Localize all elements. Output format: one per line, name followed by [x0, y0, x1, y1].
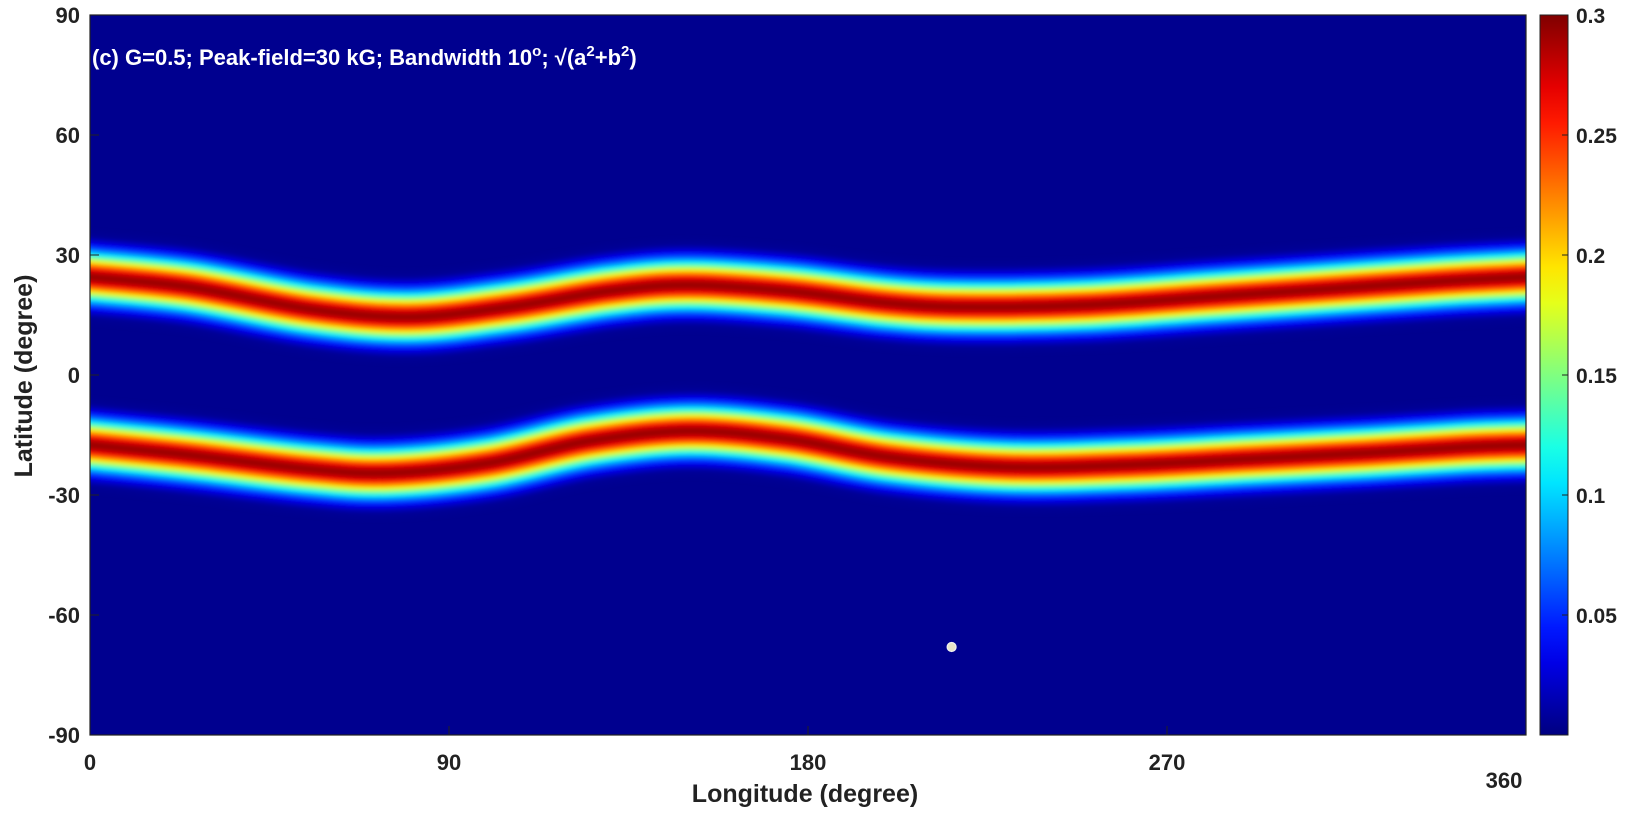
y-axis-label: Latitude (degree) [10, 275, 38, 478]
colorbar-tick-label: 0.15 [1576, 365, 1617, 388]
y-tick-label: -30 [48, 483, 80, 508]
colorbar-tick-label: 0.1 [1576, 485, 1606, 508]
x-axis-label: Longitude (degree) [692, 780, 918, 808]
colorbar-tick-label: 0.2 [1576, 245, 1605, 268]
x-tick-label: 0 [84, 750, 96, 775]
x-tick-label: 90 [437, 750, 461, 775]
y-tick-label: 90 [56, 3, 80, 28]
y-tick-label: -60 [48, 603, 80, 628]
bands-group [90, 231, 1526, 519]
plot-background [90, 15, 1526, 735]
observer-marker [946, 641, 957, 653]
band-south [90, 385, 1526, 519]
y-tick-label: -90 [48, 723, 80, 748]
colorbar-tick-label: 0.05 [1576, 605, 1617, 628]
plot-area [89, 14, 1527, 736]
x-tick-label: 270 [1149, 750, 1186, 775]
chart-title: (c) G=0.5; Peak-field=30 kG; Bandwidth 1… [92, 43, 637, 70]
colorbar-tick-label: 0.3 [1576, 5, 1605, 28]
y-tick-label: 0 [68, 363, 80, 388]
band-north [90, 231, 1526, 363]
colorbar-tick-label: 0.25 [1576, 125, 1617, 148]
colorbar: 0.05 0.1 0.15 0.2 0.25 0.3 [1539, 5, 1617, 736]
y-tick-label: 60 [56, 123, 80, 148]
x-tick-label: 180 [790, 750, 827, 775]
x-tick-label: 360 [1486, 768, 1523, 793]
band-contour [90, 429, 1526, 475]
axes: 0 90 180 270 360 90 60 30 0 -30 -60 -90 [48, 3, 1527, 793]
y-tick-label: 30 [56, 243, 80, 268]
band-contour [90, 275, 1526, 319]
